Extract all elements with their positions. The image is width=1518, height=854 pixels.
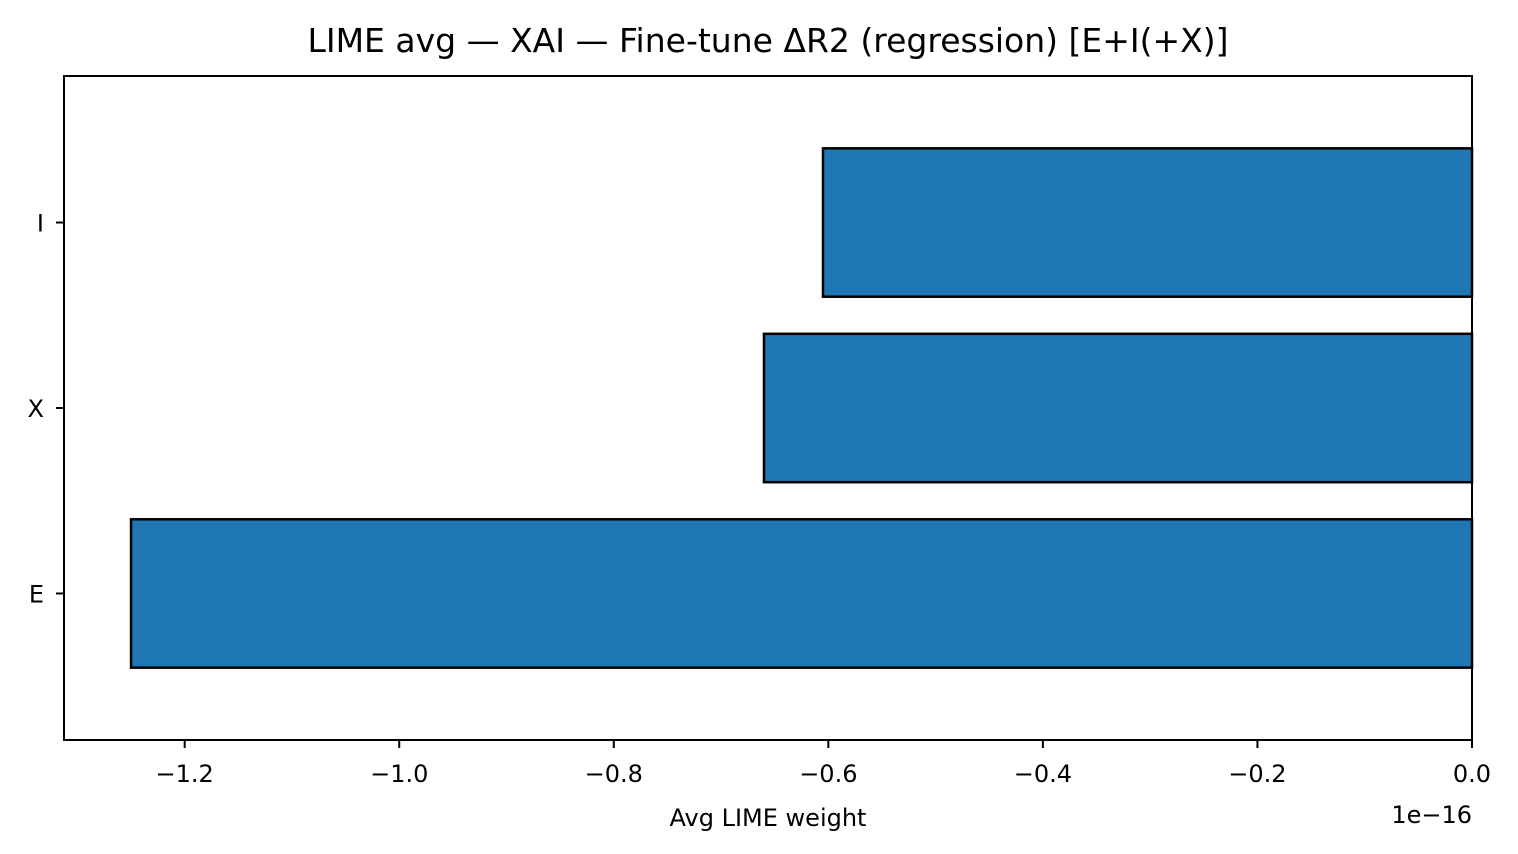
plot-frame xyxy=(63,75,1473,741)
x-tick-label: 0.0 xyxy=(1453,760,1491,788)
y-tick-label-i: I xyxy=(37,210,44,238)
bars-group xyxy=(129,147,1474,669)
x-tick-label: −1.0 xyxy=(370,760,428,788)
y-tick-label-x: X xyxy=(28,395,44,423)
x-tick-label: −0.8 xyxy=(585,760,643,788)
x-tick-label: −1.2 xyxy=(156,760,214,788)
x-tick-label: −0.6 xyxy=(799,760,857,788)
y-tick-label-e: E xyxy=(29,580,44,608)
y-axis: E X I xyxy=(28,210,64,608)
x-tick-label: −0.2 xyxy=(1228,760,1286,788)
bar-i xyxy=(821,147,1474,298)
x-axis-offset-text: 1e−16 xyxy=(1391,801,1472,829)
x-tick-label: −0.4 xyxy=(1014,760,1072,788)
chart-title: LIME avg — XAI — Fine-tune ΔR2 (regressi… xyxy=(307,21,1228,60)
bar-e xyxy=(129,518,1474,669)
x-axis-label: Avg LIME weight xyxy=(670,804,867,832)
x-axis: −1.2 −1.0 −0.8 −0.6 −0.4 −0.2 0.0 xyxy=(156,740,1491,788)
bar-x xyxy=(762,332,1474,484)
